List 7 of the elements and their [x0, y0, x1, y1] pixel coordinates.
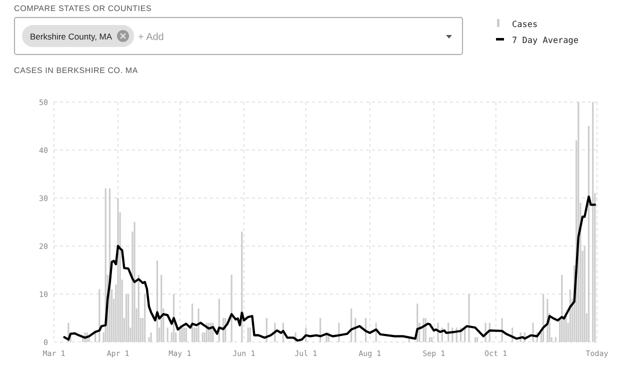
legend-label: Cases: [512, 20, 538, 30]
chart-title: CASES IN BERKSHIRE CO. MA: [14, 66, 138, 75]
text: + Add: [138, 32, 164, 43]
text: Berkshire County, MA: [30, 32, 112, 42]
line-series: [63, 195, 596, 342]
text: COMPARE STATES OR COUNTIES: [14, 4, 152, 13]
legend-label: 7 Day Average: [512, 36, 579, 46]
